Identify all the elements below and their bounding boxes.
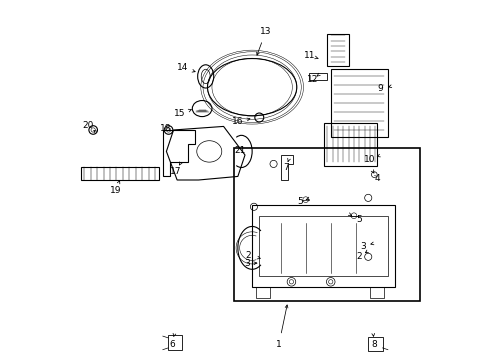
Text: 6: 6 [169, 340, 174, 349]
Bar [323, 123, 377, 166]
Bar [309, 73, 327, 80]
Text: 11: 11 [303, 51, 315, 60]
Text: 19: 19 [110, 185, 122, 194]
Text: 21: 21 [235, 146, 246, 155]
Text: 12: 12 [306, 75, 318, 84]
Text: 14: 14 [177, 63, 188, 72]
Text: 7: 7 [283, 163, 289, 172]
Bar [256, 287, 270, 298]
Bar [168, 336, 182, 350]
Bar [370, 287, 384, 298]
Text: 2: 2 [357, 252, 362, 261]
Text: 18: 18 [160, 124, 172, 133]
Bar [368, 337, 383, 351]
Text: 5: 5 [356, 215, 362, 224]
Text: 16: 16 [232, 117, 244, 126]
Bar [259, 216, 388, 276]
Text: 8: 8 [371, 340, 377, 349]
Text: 3: 3 [244, 260, 250, 269]
Text: 9: 9 [378, 84, 384, 93]
Text: 20: 20 [82, 121, 94, 130]
Bar [252, 205, 395, 287]
Bar [81, 167, 159, 180]
Text: 1: 1 [276, 340, 282, 349]
Bar [327, 33, 348, 66]
Text: 2: 2 [246, 251, 251, 260]
Text: 15: 15 [174, 109, 186, 118]
Text: 4: 4 [374, 174, 380, 183]
Bar [234, 148, 420, 301]
Text: 5: 5 [297, 197, 303, 206]
Text: 13: 13 [260, 27, 271, 36]
Text: 17: 17 [170, 167, 181, 176]
Bar [331, 69, 388, 137]
Text: 10: 10 [364, 155, 375, 164]
Text: 3: 3 [360, 242, 366, 251]
